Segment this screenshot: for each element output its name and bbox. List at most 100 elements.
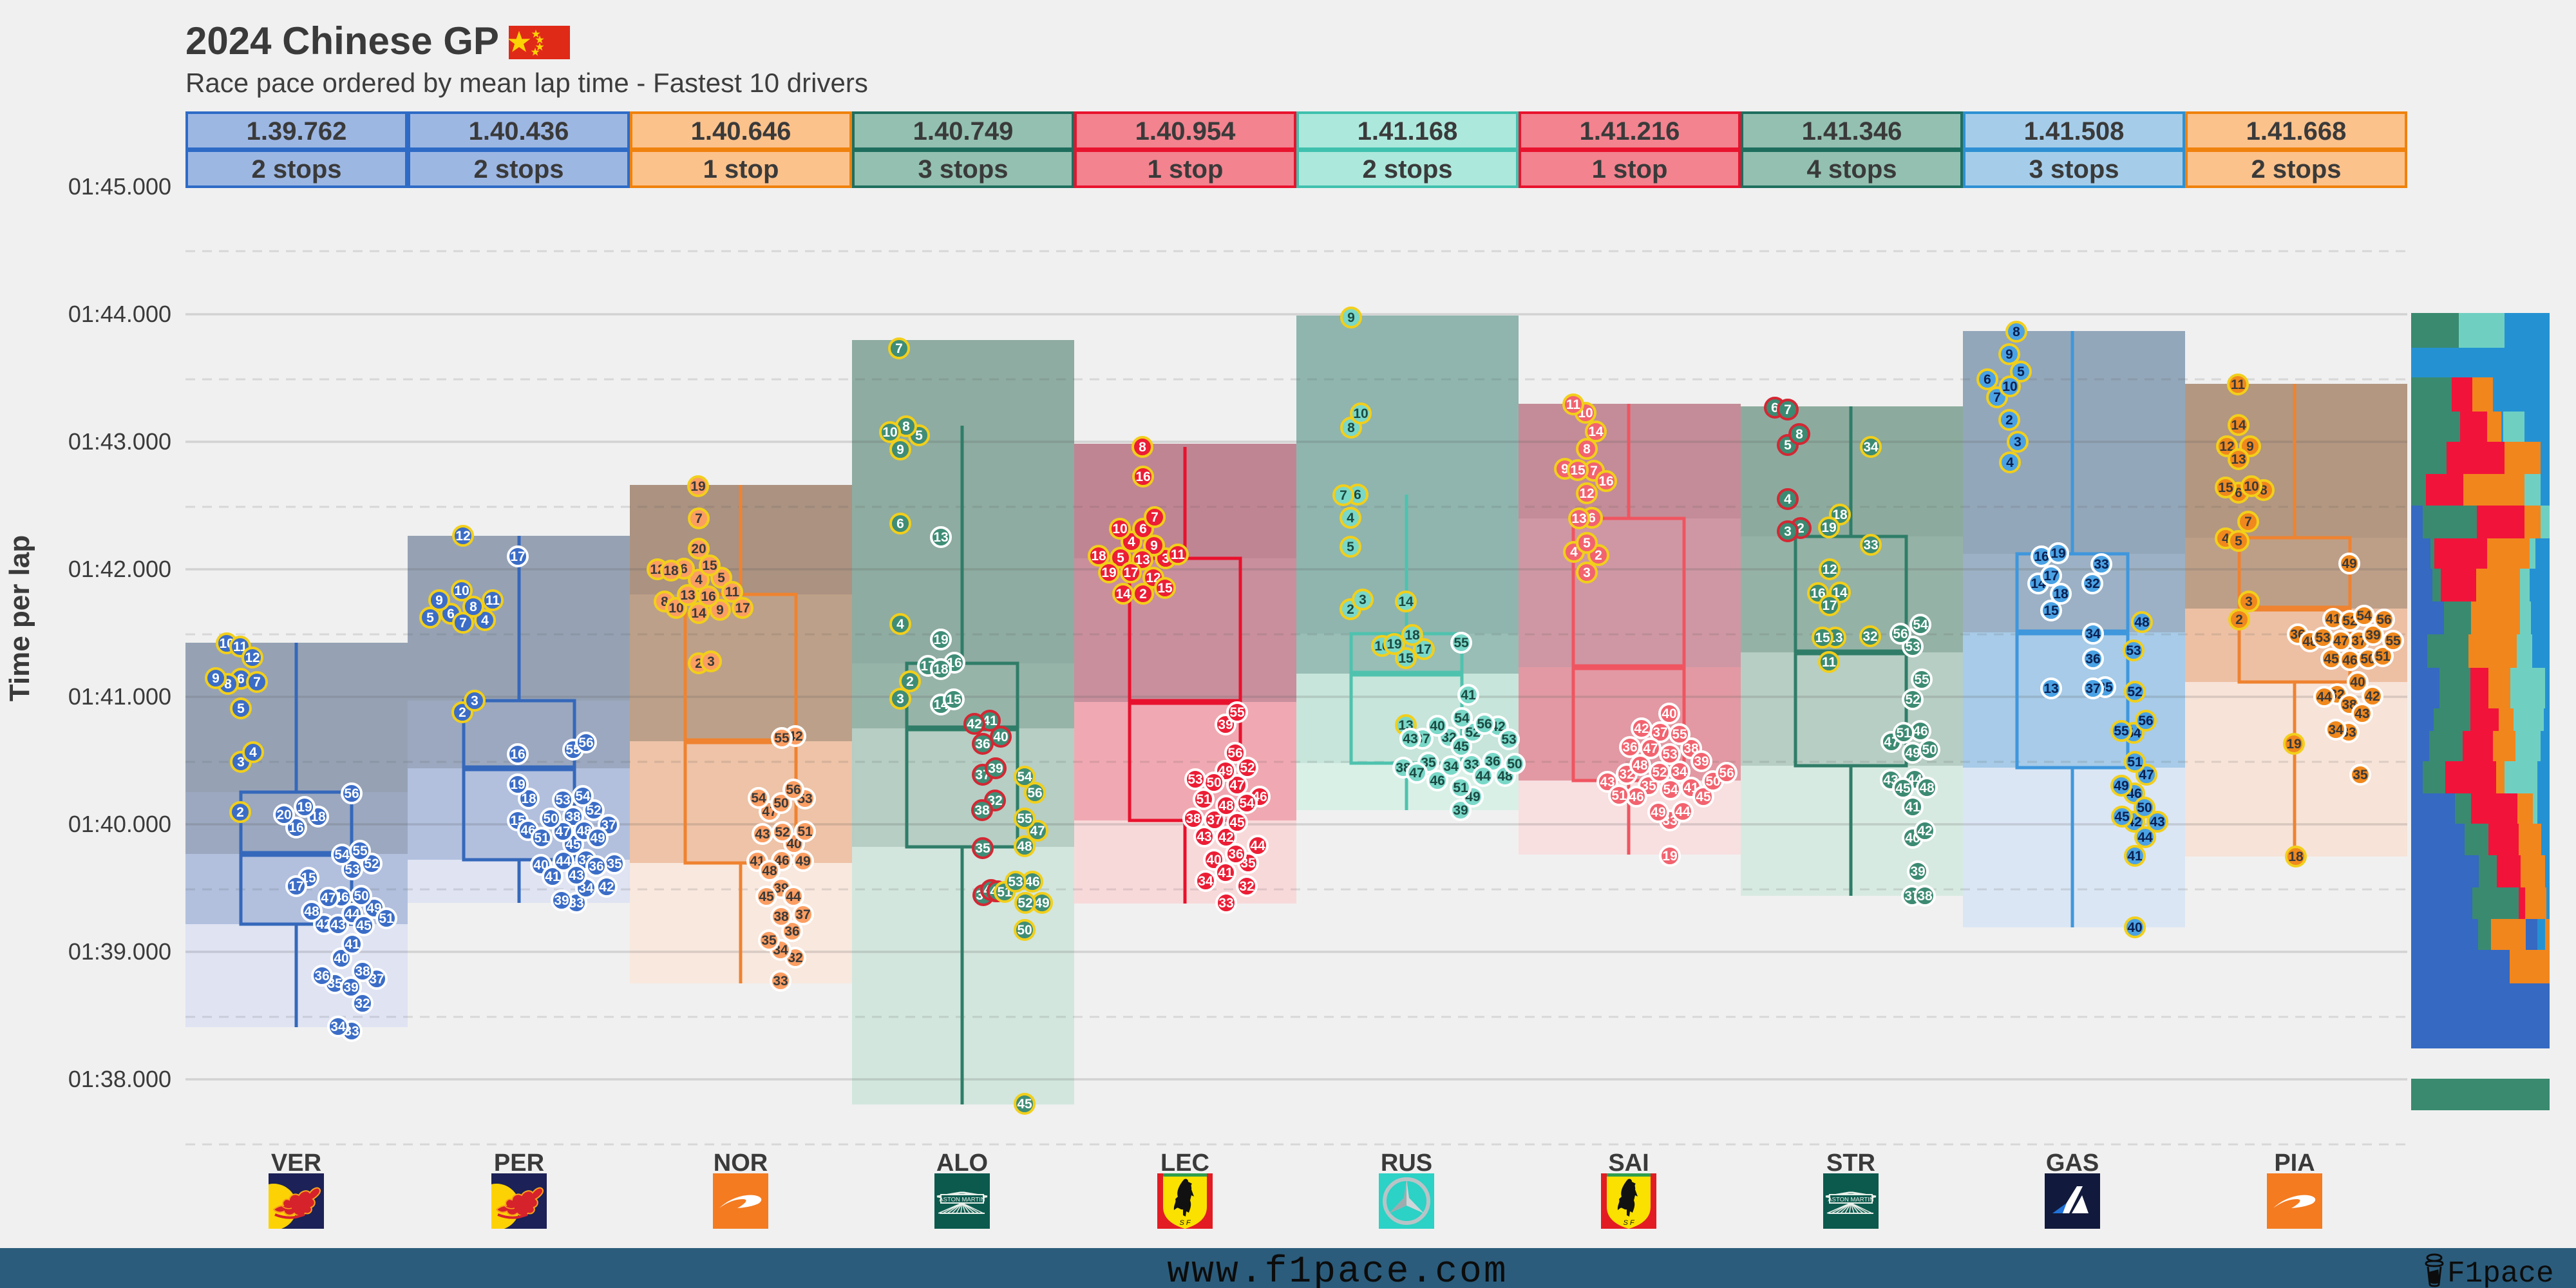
svg-text:S F: S F bbox=[1179, 1219, 1191, 1227]
svg-text:18: 18 bbox=[2288, 849, 2304, 864]
svg-text:56: 56 bbox=[786, 782, 800, 797]
svg-text:49: 49 bbox=[1905, 746, 1920, 761]
svg-text:50: 50 bbox=[2360, 652, 2375, 667]
svg-text:42: 42 bbox=[1917, 824, 1932, 838]
svg-text:19: 19 bbox=[1821, 520, 1836, 535]
svg-text:56: 56 bbox=[1477, 717, 1492, 732]
svg-text:41: 41 bbox=[2127, 849, 2143, 864]
svg-text:51: 51 bbox=[1611, 788, 1627, 803]
svg-text:54: 54 bbox=[1017, 770, 1032, 784]
svg-text:1.41.216: 1.41.216 bbox=[1580, 117, 1680, 146]
svg-text:12: 12 bbox=[455, 529, 470, 544]
svg-text:7: 7 bbox=[2244, 515, 2252, 529]
svg-text:5: 5 bbox=[915, 428, 923, 443]
svg-text:18: 18 bbox=[310, 810, 326, 824]
svg-text:SAI: SAI bbox=[1608, 1150, 1649, 1177]
svg-text:17: 17 bbox=[289, 879, 303, 894]
svg-text:47: 47 bbox=[1409, 766, 1424, 781]
svg-text:18: 18 bbox=[933, 662, 949, 677]
svg-text:45: 45 bbox=[1895, 781, 1911, 796]
svg-text:36: 36 bbox=[1485, 754, 1500, 769]
svg-text:17: 17 bbox=[2043, 569, 2058, 583]
svg-text:18: 18 bbox=[2053, 587, 2069, 601]
svg-text:41: 41 bbox=[345, 937, 360, 952]
svg-text:37: 37 bbox=[369, 972, 384, 987]
svg-text:PIA: PIA bbox=[2274, 1150, 2315, 1177]
svg-text:16: 16 bbox=[2034, 549, 2049, 564]
svg-text:3 stops: 3 stops bbox=[918, 155, 1008, 184]
svg-text:11: 11 bbox=[1171, 547, 1186, 562]
svg-text:3: 3 bbox=[896, 692, 904, 706]
svg-text:15: 15 bbox=[946, 692, 961, 707]
svg-text:55: 55 bbox=[774, 731, 790, 746]
svg-text:10: 10 bbox=[1112, 522, 1127, 536]
svg-text:48: 48 bbox=[2134, 615, 2150, 630]
svg-text:1.40.436: 1.40.436 bbox=[469, 117, 569, 146]
svg-text:37: 37 bbox=[2085, 681, 2100, 696]
svg-text:33: 33 bbox=[1863, 538, 1878, 553]
svg-text:42: 42 bbox=[1634, 721, 1649, 736]
svg-text:40: 40 bbox=[1662, 706, 1676, 721]
svg-text:13: 13 bbox=[680, 588, 695, 603]
svg-text:49: 49 bbox=[2114, 779, 2128, 793]
svg-text:16: 16 bbox=[701, 589, 715, 604]
svg-text:1.40.646: 1.40.646 bbox=[691, 117, 791, 146]
svg-text:5: 5 bbox=[717, 571, 725, 585]
svg-text:ASTON MARTIN: ASTON MARTIN bbox=[1828, 1197, 1874, 1204]
svg-text:4: 4 bbox=[1128, 535, 1135, 549]
svg-text:50: 50 bbox=[354, 889, 368, 904]
svg-text:8: 8 bbox=[1795, 427, 1803, 442]
svg-text:39: 39 bbox=[1453, 803, 1468, 818]
svg-text:2024 Chinese GP: 2024 Chinese GP bbox=[185, 19, 499, 62]
svg-text:15: 15 bbox=[2218, 480, 2233, 495]
svg-text:18: 18 bbox=[663, 564, 679, 578]
svg-text:8: 8 bbox=[1139, 440, 1146, 455]
svg-text:51: 51 bbox=[2127, 755, 2143, 770]
svg-text:7: 7 bbox=[1151, 510, 1159, 525]
svg-text:1.41.168: 1.41.168 bbox=[1358, 117, 1458, 146]
svg-text:13: 13 bbox=[2043, 681, 2058, 696]
svg-text:19: 19 bbox=[1387, 637, 1401, 652]
svg-text:47: 47 bbox=[2139, 768, 2154, 782]
svg-text:19: 19 bbox=[510, 777, 525, 792]
svg-text:1.40.954: 1.40.954 bbox=[1135, 117, 1236, 146]
svg-text:51: 51 bbox=[1453, 781, 1468, 795]
svg-text:55: 55 bbox=[1914, 672, 1929, 687]
svg-text:48: 48 bbox=[1633, 758, 1648, 773]
svg-text:48: 48 bbox=[1218, 799, 1234, 813]
svg-text:VER: VER bbox=[271, 1150, 321, 1177]
svg-text:51: 51 bbox=[2375, 649, 2391, 664]
svg-text:54: 54 bbox=[1454, 711, 1470, 726]
svg-text:35: 35 bbox=[1641, 779, 1656, 793]
svg-text:4: 4 bbox=[896, 617, 904, 632]
svg-text:18: 18 bbox=[1091, 549, 1106, 564]
svg-text:47: 47 bbox=[1030, 824, 1045, 838]
svg-text:12: 12 bbox=[1822, 562, 1837, 577]
svg-text:45: 45 bbox=[2324, 652, 2339, 667]
svg-text:2 stops: 2 stops bbox=[2251, 155, 2341, 184]
svg-text:01:39.000: 01:39.000 bbox=[68, 938, 171, 965]
svg-text:17: 17 bbox=[735, 601, 750, 616]
svg-text:NOR: NOR bbox=[714, 1150, 768, 1177]
svg-text:01:42.000: 01:42.000 bbox=[68, 556, 171, 582]
svg-text:20: 20 bbox=[691, 542, 706, 556]
svg-text:PER: PER bbox=[494, 1150, 544, 1177]
svg-text:34: 34 bbox=[578, 881, 594, 896]
svg-text:52: 52 bbox=[364, 857, 379, 871]
svg-text:48: 48 bbox=[1017, 839, 1032, 854]
svg-text:56: 56 bbox=[578, 735, 593, 750]
svg-text:36: 36 bbox=[784, 924, 799, 939]
svg-text:36: 36 bbox=[975, 737, 990, 752]
svg-text:41: 41 bbox=[982, 714, 998, 728]
svg-text:19: 19 bbox=[1101, 565, 1116, 580]
svg-text:13: 13 bbox=[1135, 553, 1150, 567]
svg-text:20: 20 bbox=[276, 808, 291, 822]
svg-text:45: 45 bbox=[1696, 790, 1711, 804]
svg-text:53: 53 bbox=[1008, 875, 1023, 889]
svg-text:54: 54 bbox=[2356, 609, 2372, 623]
svg-text:9: 9 bbox=[212, 671, 220, 686]
svg-text:50: 50 bbox=[773, 796, 788, 811]
svg-text:52: 52 bbox=[2127, 685, 2142, 699]
svg-text:18: 18 bbox=[521, 791, 536, 806]
svg-text:37: 37 bbox=[601, 818, 616, 833]
